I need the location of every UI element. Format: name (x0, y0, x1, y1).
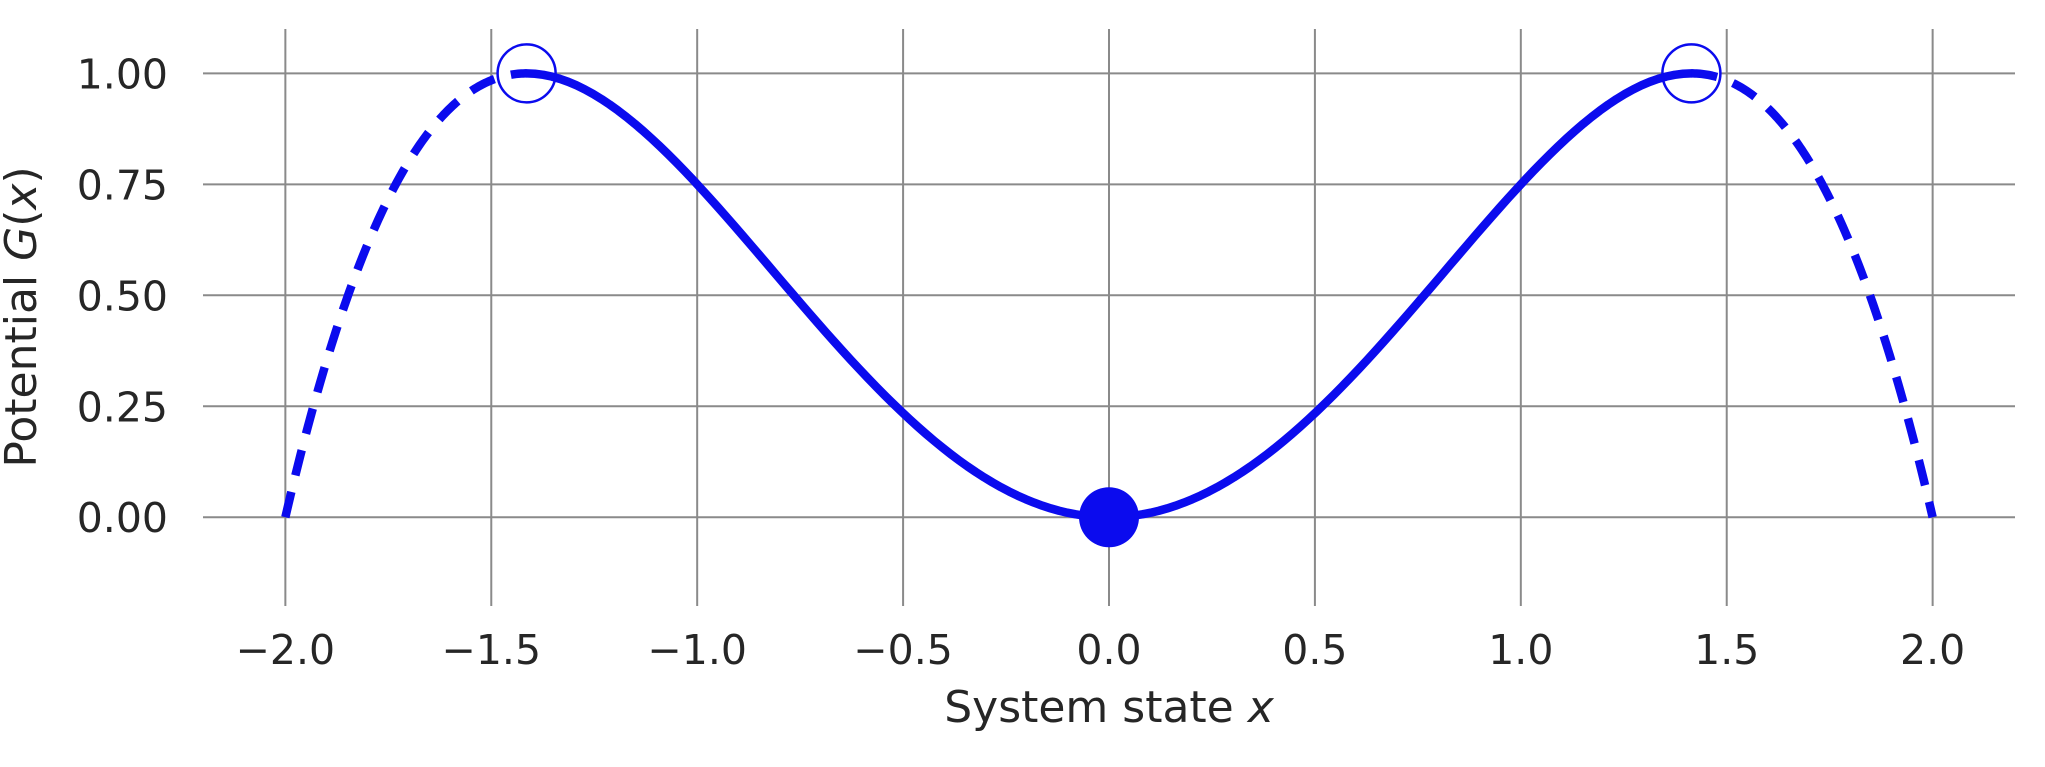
y-axis-label-text: Potential (0, 261, 47, 468)
x-tick-label: 0.5 (1282, 626, 1347, 674)
unstable-equilibrium-marker (496, 43, 557, 104)
x-tick-label: −2.0 (236, 626, 336, 674)
y-axis-label-paren-open: ( (0, 210, 47, 227)
x-tick-label: 1.5 (1694, 626, 1759, 674)
y-tick-label: 0.25 (77, 383, 168, 431)
y-axis-label-math-g: G (0, 227, 47, 261)
x-tick-label: 1.0 (1488, 626, 1553, 674)
x-axis-label-math: x (1246, 682, 1275, 733)
y-tick-label: 0.75 (77, 161, 168, 209)
x-tick-label: 2.0 (1900, 626, 1965, 674)
y-tick-label: 0.50 (77, 272, 168, 320)
curve-segment-dashed (281, 69, 530, 519)
unstable-equilibrium-marker (1661, 43, 1722, 104)
x-tick-labels: −2.0 −1.5 −1.0 −0.5 0.0 0.5 1.0 1.5 2.0 (236, 626, 1966, 674)
x-tick-label: −1.0 (647, 626, 747, 674)
x-tick-label: 0.0 (1076, 626, 1141, 674)
equilibrium-markers (496, 43, 1722, 548)
x-tick-label: −1.5 (441, 626, 541, 674)
x-tick-label: −0.5 (853, 626, 953, 674)
x-axis-label: System state x (944, 682, 1275, 733)
y-axis-label-paren-close: ) (0, 166, 47, 183)
x-axis-label-text: System state (944, 682, 1248, 733)
stable-equilibrium-marker (1079, 487, 1139, 548)
y-tick-label: 1.00 (77, 50, 168, 98)
y-axis-label: Potential G(x) (0, 166, 47, 467)
y-tick-label: 0.00 (77, 494, 168, 542)
y-tick-labels: 0.00 0.25 0.50 0.75 1.00 (77, 50, 168, 542)
y-axis-label-math-x: x (0, 183, 47, 212)
